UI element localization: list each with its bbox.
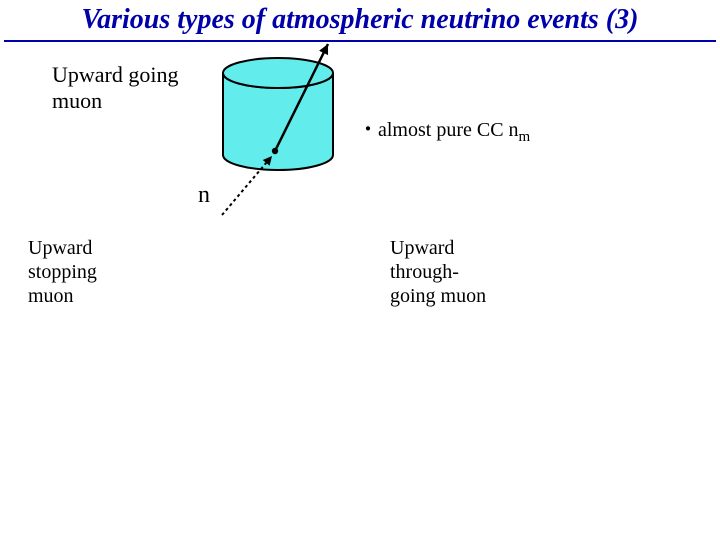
cylinder-icon: [223, 58, 333, 170]
vertex-dot-icon: [272, 148, 278, 154]
cylinder-top-ellipse: [223, 58, 333, 88]
detector-diagram: [0, 0, 720, 540]
